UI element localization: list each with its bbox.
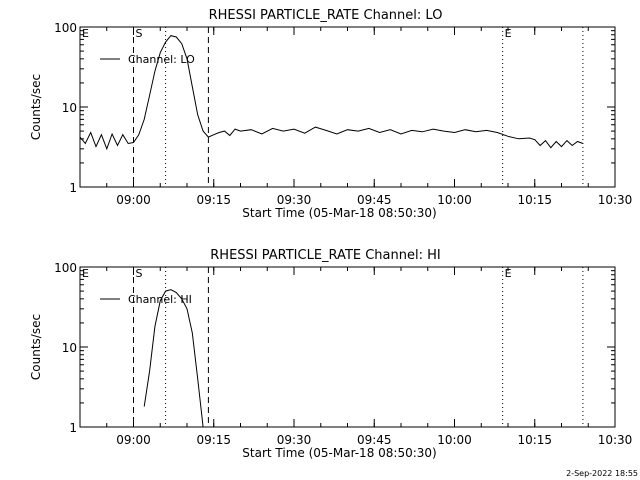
x-tick-label: 10:30 bbox=[598, 193, 633, 207]
series-line-1 bbox=[79, 35, 584, 151]
marker-label: E bbox=[82, 27, 89, 40]
x-tick-label: 10:15 bbox=[517, 193, 552, 207]
y-tick-label: 100 bbox=[54, 21, 77, 35]
marker-label: E bbox=[82, 267, 89, 280]
x-axis-label: Start Time (05-Mar-18 08:50:30) bbox=[242, 446, 436, 460]
chart-panel-2: RHESSI PARTICLE_RATE Channel: HI 1 10 100 09… bbox=[29, 248, 632, 460]
x-tick-label: 09:00 bbox=[116, 193, 151, 207]
x-tick-label: 10:30 bbox=[598, 433, 633, 447]
y-tick-label: 10 bbox=[62, 101, 77, 115]
legend-label: Channel: HI bbox=[128, 293, 192, 306]
marker-label: E bbox=[505, 27, 512, 40]
x-tick-label: 09:15 bbox=[196, 193, 231, 207]
x-axis-label: Start Time (05-Mar-18 08:50:30) bbox=[242, 206, 436, 220]
x-tick-label: 09:00 bbox=[116, 433, 151, 447]
series-line-1 bbox=[143, 289, 204, 428]
x-tick-label: 09:30 bbox=[277, 433, 312, 447]
y-tick-label: 1 bbox=[69, 181, 77, 195]
x-tick-label: 09:15 bbox=[196, 433, 231, 447]
marker-label: E bbox=[505, 267, 512, 280]
x-tick-label: 09:45 bbox=[357, 193, 392, 207]
plot-frame bbox=[79, 26, 616, 188]
legend-label: Channel: LO bbox=[128, 53, 195, 66]
marker-label: S bbox=[136, 267, 143, 280]
x-tick-label: 09:30 bbox=[277, 193, 312, 207]
x-tick-label: 10:15 bbox=[517, 433, 552, 447]
x-tick-label: 09:45 bbox=[357, 433, 392, 447]
marker-label: S bbox=[136, 27, 143, 40]
x-tick-label: 10:00 bbox=[437, 193, 472, 207]
chart-title: RHESSI PARTICLE_RATE Channel: LO bbox=[209, 8, 443, 23]
x-tick-label: 10:00 bbox=[437, 433, 472, 447]
y-tick-label: 10 bbox=[62, 341, 77, 355]
footer-date: 2-Sep-2022 18:55 bbox=[566, 469, 638, 478]
y-tick-label: 1 bbox=[69, 421, 77, 435]
chart-title: RHESSI PARTICLE_RATE Channel: HI bbox=[210, 248, 440, 263]
plot-frame bbox=[79, 266, 616, 428]
y-axis-label: Counts/sec bbox=[29, 74, 43, 140]
y-axis-label: Counts/sec bbox=[29, 314, 43, 380]
chart-panel-1: RHESSI PARTICLE_RATE Channel: LO 1 10 100 09… bbox=[29, 8, 632, 220]
y-tick-label: 100 bbox=[54, 261, 77, 275]
